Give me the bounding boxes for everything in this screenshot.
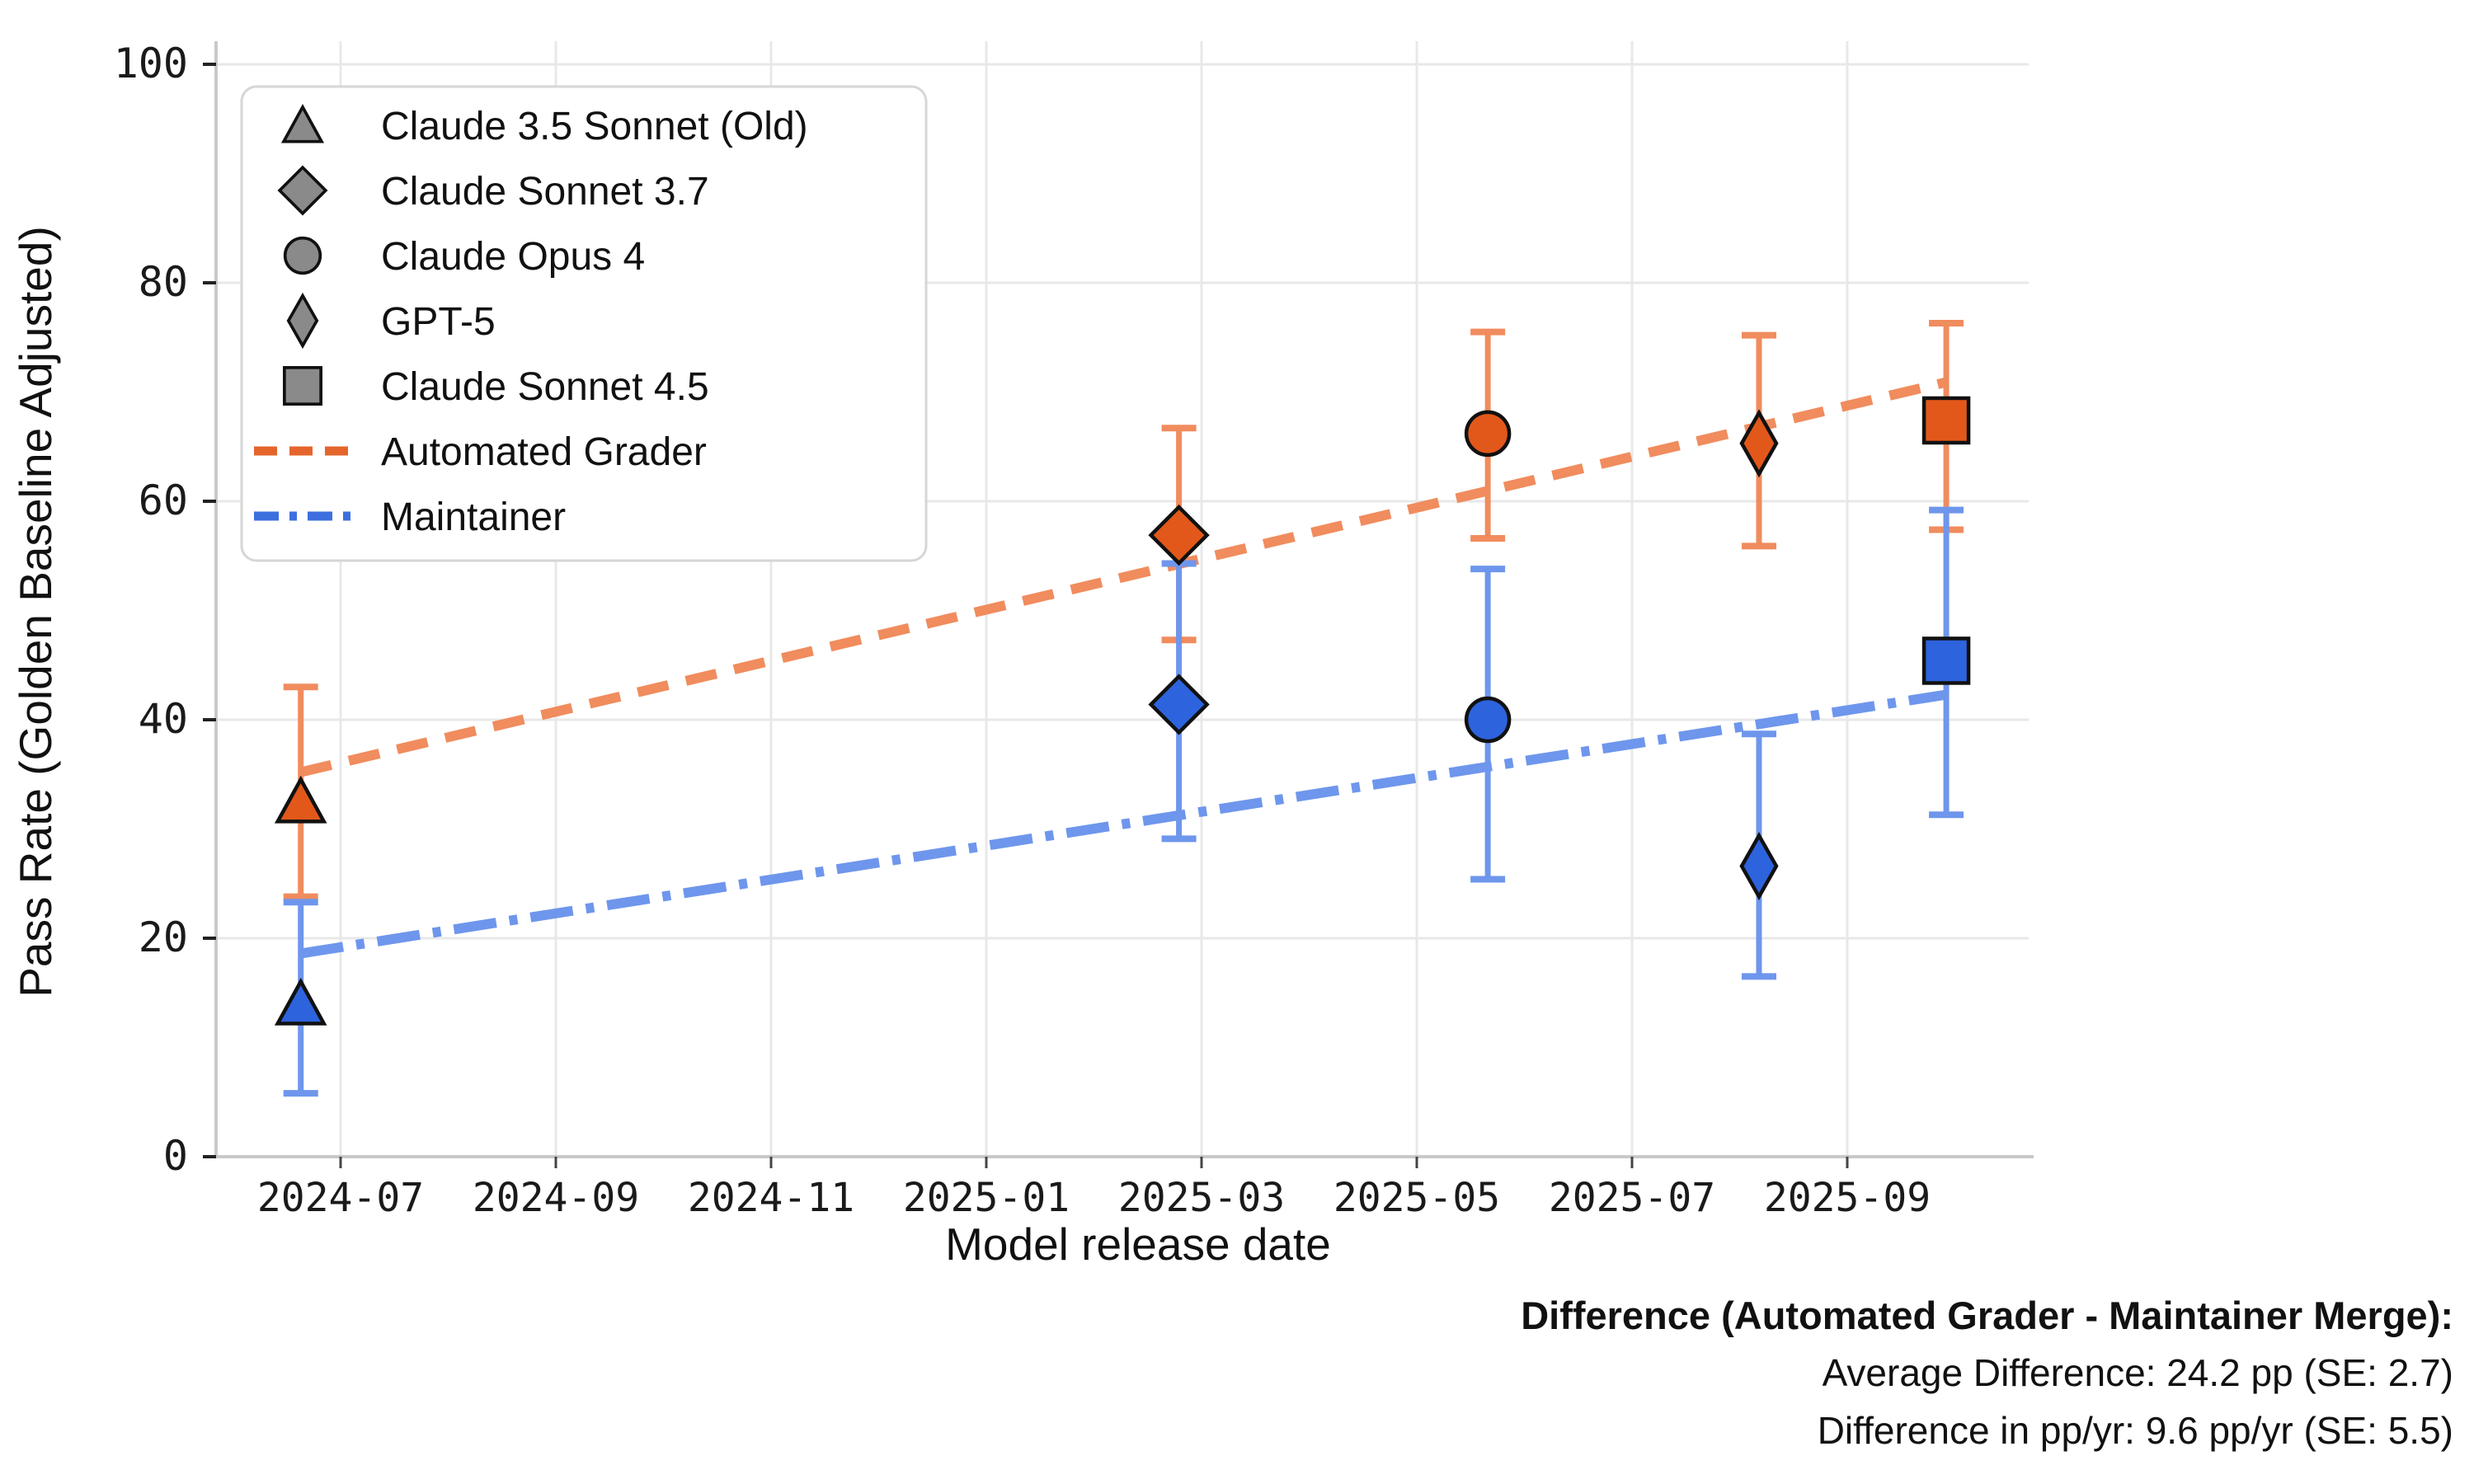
- marker-gpt-5-maintainer: [1739, 831, 1779, 901]
- legend-item-maintainer: Maintainer: [254, 495, 566, 539]
- annotation-line-1: Average Difference: 24.2 pp (SE: 2.7): [1823, 1351, 2453, 1394]
- marker-claude-3-5-sonnet-old-maintainer: [274, 977, 327, 1026]
- annotation-line-2: Difference in pp/yr: 9.6 pp/yr (SE: 5.5): [1818, 1409, 2453, 1452]
- marker-claude-sonnet-3-7-automated-grader: [1148, 504, 1210, 566]
- legend: Claude 3.5 Sonnet (Old) Claude Sonnet 3.7…: [240, 85, 928, 562]
- x-tick-label-2025-09: 2025-09: [1764, 1175, 1931, 1221]
- legend-glyph-wrap-gpt-5: [286, 292, 319, 350]
- legend-marker-claude-3-5-sonnet-old: [280, 104, 325, 143]
- y-tick-labels: 0 20 40 60 80 100: [114, 40, 188, 1180]
- marker-gpt-5-automated-grader: [1739, 409, 1779, 478]
- marker-claude-3-5-sonnet-old-automated-grader: [274, 775, 327, 824]
- markers-automated-grader: [274, 396, 1971, 824]
- legend-label-gpt-5: GPT-5: [381, 300, 496, 344]
- legend-marker-gpt-5: [286, 292, 319, 350]
- legend-item-claude-opus-4: Claude Opus 4: [283, 235, 645, 279]
- legend-item-claude-sonnet-3-7: Claude Sonnet 3.7: [277, 165, 709, 216]
- trend-lines: [299, 377, 1948, 959]
- marker-claude-sonnet-3-7-maintainer: [1148, 674, 1210, 735]
- x-tick-labels: 2024-07 2024-09 2024-11 2025-01 2025-03 2025-…: [257, 1175, 1931, 1221]
- legend-label-automated-grader: Automated Grader: [381, 430, 707, 474]
- error-bars-maintainer: [283, 506, 1964, 1097]
- axis-spines: [214, 41, 2034, 1158]
- trend-line-maintainer: [299, 689, 1947, 959]
- legend-glyph-wrap-claude-sonnet-3-7: [277, 165, 328, 216]
- legend-marker-claude-sonnet-4-5: [283, 366, 322, 406]
- marker-claude-opus-4-maintainer: [1464, 696, 1512, 744]
- legend-item-automated-grader: Automated Grader: [254, 430, 707, 474]
- legend-glyph-wrap-claude-sonnet-4-5: [283, 366, 322, 406]
- legend-label-claude-sonnet-3-7: Claude Sonnet 3.7: [381, 170, 709, 214]
- x-tick-label-2025-05: 2025-05: [1333, 1175, 1500, 1221]
- legend-marker-claude-sonnet-3-7: [277, 165, 328, 216]
- tick-marks: [203, 63, 1849, 1168]
- markers-maintainer: [274, 636, 1971, 1026]
- data-markers: [274, 396, 1971, 1026]
- x-tick-label-2025-03: 2025-03: [1118, 1175, 1285, 1221]
- y-tick-label-60: 60: [139, 477, 188, 524]
- x-tick-label-2024-09: 2024-09: [473, 1175, 639, 1221]
- x-tick-label-2024-11: 2024-11: [688, 1175, 854, 1221]
- x-tick-label-2024-07: 2024-07: [257, 1175, 424, 1221]
- y-axis-label: Pass Rate (Golden Baseline Adjusted): [10, 226, 61, 998]
- marker-claude-sonnet-4-5-maintainer: [1921, 636, 1971, 685]
- legend-label-claude-sonnet-4-5: Claude Sonnet 4.5: [381, 365, 709, 409]
- legend-item-gpt-5: GPT-5: [286, 292, 496, 350]
- y-tick-label-0: 0: [163, 1132, 188, 1180]
- y-tick-label-100: 100: [114, 40, 188, 87]
- legend-item-claude-3-5-sonnet-old: Claude 3.5 Sonnet (Old): [280, 104, 808, 148]
- marker-claude-sonnet-4-5-automated-grader: [1921, 396, 1971, 445]
- legend-glyph-wrap-claude-opus-4: [283, 236, 322, 275]
- annotation-title: Difference (Automated Grader - Maintaine…: [1521, 1294, 2453, 1337]
- trend-line-automated-grader: [299, 377, 1948, 777]
- legend-item-claude-sonnet-4-5: Claude Sonnet 4.5: [283, 365, 709, 409]
- y-tick-label-80: 80: [139, 258, 188, 306]
- legend-glyph-wrap-claude-3-5-sonnet-old: [280, 104, 325, 143]
- gridlines: [216, 41, 2029, 1158]
- x-tick-label-2025-01: 2025-01: [903, 1175, 1070, 1221]
- legend-label-maintainer: Maintainer: [381, 495, 566, 539]
- x-tick-label-2025-07: 2025-07: [1549, 1175, 1715, 1221]
- marker-claude-opus-4-automated-grader: [1464, 410, 1512, 458]
- x-axis-label: Model release date: [945, 1219, 1331, 1270]
- legend-marker-claude-opus-4: [283, 236, 322, 275]
- legend-label-claude-3-5-sonnet-old: Claude 3.5 Sonnet (Old): [381, 105, 808, 148]
- y-tick-label-20: 20: [139, 913, 188, 961]
- legend-label-claude-opus-4: Claude Opus 4: [381, 235, 645, 279]
- legend-box: [240, 85, 928, 562]
- y-tick-label-40: 40: [139, 695, 188, 743]
